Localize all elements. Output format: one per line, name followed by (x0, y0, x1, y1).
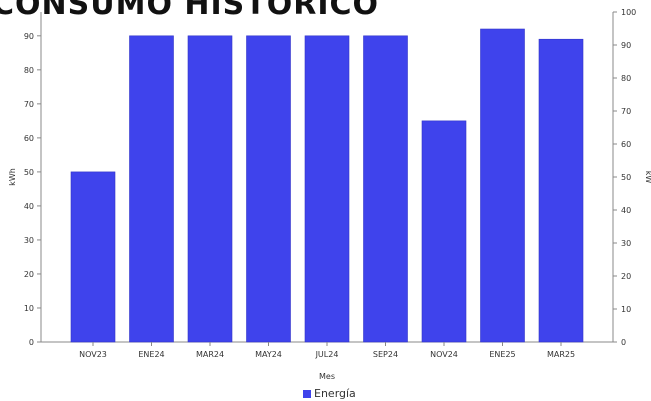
x-tick-label: NOV23 (79, 350, 107, 359)
x-tick-label: MAY24 (255, 350, 282, 359)
left-axis-ticks: 0 10 20 30 40 50 60 70 80 90 (24, 32, 41, 347)
y-right-tick-label: 100 (621, 8, 636, 17)
y-right-tick-label: 0 (621, 338, 626, 347)
legend: Energía (303, 387, 356, 400)
y-right-tick-label: 90 (621, 41, 631, 50)
chart-title: CONSUMO HISTÓRICO (0, 0, 380, 22)
y-right-tick-label: 60 (621, 140, 631, 149)
x-tick-label: JUL24 (315, 350, 339, 359)
y-tick-label: 10 (24, 304, 34, 313)
y-tick-label: 30 (24, 236, 34, 245)
bar (70, 171, 116, 343)
x-tick-label: ENE24 (138, 350, 164, 359)
bar (304, 35, 350, 343)
y-right-tick-label: 80 (621, 74, 631, 83)
x-tick-label: NOV24 (430, 350, 458, 359)
bar (421, 120, 467, 343)
x-tick-label: MAR24 (196, 350, 224, 359)
y-tick-label: 70 (24, 100, 34, 109)
bar (480, 28, 525, 343)
right-axis-ticks: 0 10 20 30 40 50 60 70 80 90 100 (613, 8, 636, 347)
bars (70, 28, 584, 343)
y-right-tick-label: 40 (621, 206, 631, 215)
legend-swatch (303, 389, 311, 398)
y-right-tick-label: 20 (621, 272, 631, 281)
x-tick-label: ENE25 (489, 350, 515, 359)
y-right-tick-label: 70 (621, 107, 631, 116)
y-tick-label: 20 (24, 270, 34, 279)
x-tick-label: MAR25 (547, 350, 575, 359)
bar (129, 35, 174, 343)
x-axis-label: Mes (319, 372, 335, 381)
legend-label: Energía (314, 387, 356, 400)
y-tick-label: 60 (24, 134, 34, 143)
y-right-tick-label: 30 (621, 239, 631, 248)
y-tick-label: 80 (24, 66, 34, 75)
y-axis-label-right: kW (644, 171, 651, 184)
y-tick-label: 0 (29, 338, 34, 347)
x-axis-ticks: NOV23 ENE24 MAR24 MAY24 JUL24 SEP24 NOV24 ENE25… (79, 342, 575, 359)
bar (363, 35, 408, 343)
bar (246, 35, 291, 343)
x-tick-label: SEP24 (373, 350, 398, 359)
y-tick-label: 90 (24, 32, 34, 41)
y-right-tick-label: 50 (621, 173, 631, 182)
bar (538, 38, 584, 343)
y-tick-label: 50 (24, 168, 34, 177)
y-tick-label: 40 (24, 202, 34, 211)
y-right-tick-label: 10 (621, 305, 631, 314)
y-axis-label-left: kWh (8, 168, 17, 186)
bar (187, 35, 233, 343)
